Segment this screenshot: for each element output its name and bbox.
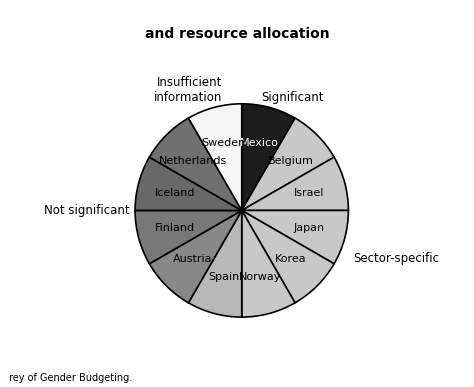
Wedge shape xyxy=(149,118,242,211)
Wedge shape xyxy=(242,118,334,211)
Text: Korea: Korea xyxy=(275,255,307,264)
Wedge shape xyxy=(242,211,334,303)
Wedge shape xyxy=(149,211,242,303)
Text: Significant: Significant xyxy=(261,91,323,104)
Text: Japan: Japan xyxy=(293,223,324,233)
Text: Mexico: Mexico xyxy=(240,139,279,149)
Text: rey of Gender Budgeting.: rey of Gender Budgeting. xyxy=(9,373,133,383)
Text: Spain: Spain xyxy=(208,272,239,283)
Text: Netherlands: Netherlands xyxy=(159,156,227,166)
Text: Not significant: Not significant xyxy=(44,204,130,217)
Wedge shape xyxy=(242,104,295,211)
Text: Iceland: Iceland xyxy=(155,187,195,197)
Text: Finland: Finland xyxy=(155,223,195,233)
Wedge shape xyxy=(135,211,242,264)
Text: Israel: Israel xyxy=(293,187,324,197)
Text: Sector-specific: Sector-specific xyxy=(354,252,440,265)
Wedge shape xyxy=(188,211,242,317)
Text: Insufficient
information: Insufficient information xyxy=(154,76,222,104)
Text: Norway: Norway xyxy=(238,272,281,283)
Wedge shape xyxy=(242,157,348,211)
Wedge shape xyxy=(135,157,242,211)
Wedge shape xyxy=(189,104,242,211)
Text: and resource allocation: and resource allocation xyxy=(145,27,329,41)
Text: Belgium: Belgium xyxy=(268,156,314,166)
Text: Austria: Austria xyxy=(173,255,212,264)
Text: Sweden: Sweden xyxy=(201,139,246,149)
Wedge shape xyxy=(242,211,348,264)
Wedge shape xyxy=(242,211,295,317)
